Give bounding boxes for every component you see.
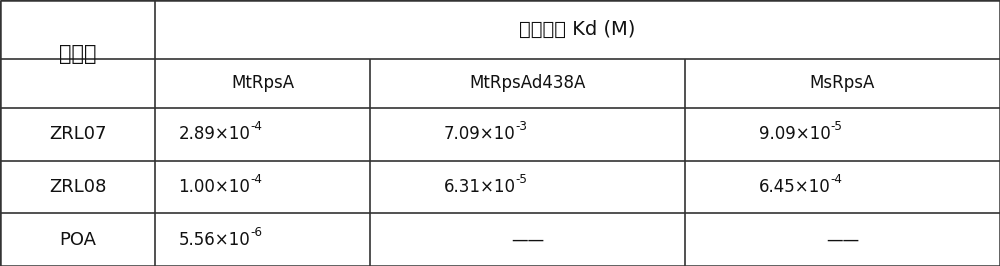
Text: -4: -4 bbox=[250, 120, 262, 133]
Text: 5.56×10: 5.56×10 bbox=[179, 231, 250, 249]
Text: 6.31×10: 6.31×10 bbox=[444, 178, 516, 196]
Text: -6: -6 bbox=[250, 226, 262, 239]
Text: 解离常数 Kd (M): 解离常数 Kd (M) bbox=[519, 20, 636, 39]
Text: 9.09×10: 9.09×10 bbox=[759, 125, 830, 143]
Text: MsRpsA: MsRpsA bbox=[810, 74, 875, 92]
Text: -3: -3 bbox=[516, 120, 528, 133]
Text: ZRL08: ZRL08 bbox=[49, 178, 106, 196]
Text: 化合物: 化合物 bbox=[59, 44, 96, 64]
Text: -4: -4 bbox=[830, 173, 842, 186]
Text: -5: -5 bbox=[830, 120, 842, 133]
Text: 2.89×10: 2.89×10 bbox=[179, 125, 250, 143]
Text: 7.09×10: 7.09×10 bbox=[444, 125, 516, 143]
Text: ——: —— bbox=[826, 231, 859, 249]
Text: 6.45×10: 6.45×10 bbox=[759, 178, 830, 196]
Text: ——: —— bbox=[511, 231, 544, 249]
Text: MtRpsAd438A: MtRpsAd438A bbox=[469, 74, 586, 92]
Text: MtRpsA: MtRpsA bbox=[231, 74, 294, 92]
Text: ZRL07: ZRL07 bbox=[49, 125, 106, 143]
Text: POA: POA bbox=[59, 231, 96, 249]
Text: -5: -5 bbox=[516, 173, 527, 186]
Text: -4: -4 bbox=[250, 173, 262, 186]
Text: 1.00×10: 1.00×10 bbox=[179, 178, 250, 196]
